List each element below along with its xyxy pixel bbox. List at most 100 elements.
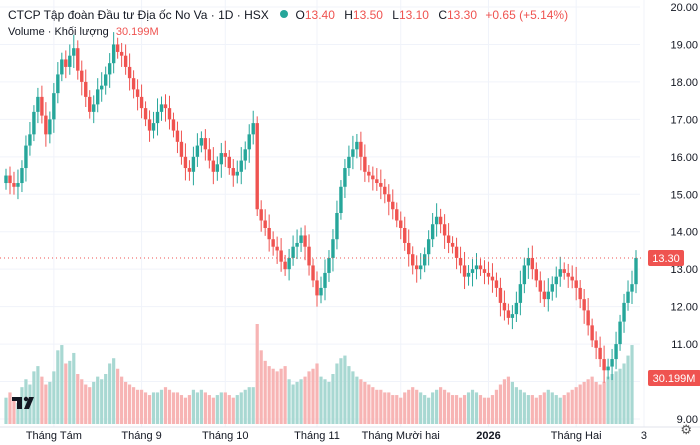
candle-body bbox=[594, 340, 598, 348]
candle-body bbox=[80, 70, 84, 82]
volume-bar bbox=[64, 363, 68, 424]
candle-body bbox=[175, 130, 180, 142]
volume-bar bbox=[163, 387, 168, 424]
candle-body bbox=[263, 220, 267, 228]
candle-body bbox=[351, 149, 355, 157]
volume-bar bbox=[255, 324, 259, 424]
volume-bar bbox=[574, 387, 578, 424]
volume-bar bbox=[375, 389, 379, 424]
candle-body bbox=[68, 55, 72, 67]
candle-body bbox=[211, 160, 216, 172]
volume-bar bbox=[203, 392, 207, 424]
volume-bar bbox=[454, 395, 459, 424]
candle-body bbox=[630, 284, 634, 292]
volume-bar bbox=[435, 389, 439, 424]
candle-body bbox=[191, 156, 196, 172]
volume-bar bbox=[151, 392, 156, 424]
candle-body bbox=[76, 48, 80, 71]
volume-bar bbox=[478, 395, 483, 424]
volume-bar bbox=[343, 355, 347, 424]
candle-body bbox=[458, 257, 463, 266]
volume-bar bbox=[155, 392, 160, 424]
candle-body bbox=[526, 257, 531, 266]
symbol-title: CTCP Tập đoàn Đầu tư Địa ốc No Va · 1D ·… bbox=[8, 8, 269, 22]
volume-bar bbox=[48, 381, 52, 424]
volume-bar bbox=[486, 397, 491, 424]
volume-bar bbox=[60, 345, 64, 424]
candle-body bbox=[111, 44, 116, 64]
candle-body bbox=[335, 213, 339, 240]
volume-bar bbox=[538, 395, 542, 424]
volume-bar bbox=[534, 397, 538, 424]
candle-body bbox=[171, 119, 176, 131]
candle-body bbox=[498, 287, 503, 303]
volume-bar bbox=[131, 387, 136, 424]
candle-body bbox=[426, 239, 431, 255]
volume-bar bbox=[92, 381, 96, 424]
volume-bar bbox=[506, 376, 511, 424]
volume-bar bbox=[319, 376, 323, 424]
candle-body bbox=[510, 314, 515, 318]
volume-bar bbox=[327, 381, 331, 424]
candle-body bbox=[530, 257, 535, 270]
volume-bar bbox=[466, 392, 471, 424]
time-tick-label: Tháng 9 bbox=[121, 430, 161, 442]
candle-body bbox=[279, 250, 283, 262]
candle-body bbox=[92, 104, 96, 112]
gear-icon[interactable]: ⚙ bbox=[680, 422, 692, 437]
volume-bar bbox=[383, 392, 387, 424]
open-label: O bbox=[295, 8, 305, 22]
close-value: 13.30 bbox=[447, 8, 478, 22]
volume-bar bbox=[16, 402, 20, 424]
volume-bar bbox=[582, 381, 586, 424]
volume-bar bbox=[474, 392, 479, 424]
volume-bar bbox=[423, 395, 427, 424]
candle-body bbox=[183, 156, 188, 169]
volume-bar bbox=[76, 374, 80, 424]
candle-body bbox=[319, 287, 323, 296]
volume-bar bbox=[56, 350, 60, 424]
volume-bar bbox=[36, 366, 40, 424]
volume-bar bbox=[271, 368, 275, 424]
low-label: L bbox=[392, 8, 399, 22]
volume-bar bbox=[498, 384, 503, 424]
price-tick-label: 11.00 bbox=[671, 339, 698, 351]
volume-bar bbox=[175, 392, 180, 424]
candle-body bbox=[438, 216, 443, 225]
volume-bar bbox=[215, 395, 219, 424]
volume-bar bbox=[307, 371, 311, 424]
candle-body bbox=[135, 89, 140, 97]
candle-body bbox=[20, 168, 24, 184]
volume-bar bbox=[323, 379, 327, 424]
volume-bar bbox=[108, 363, 112, 424]
candle-body bbox=[434, 216, 439, 225]
volume-bar bbox=[379, 389, 383, 424]
volume-bar bbox=[32, 371, 36, 424]
candle-body bbox=[8, 175, 12, 184]
candle-body bbox=[462, 265, 467, 277]
tradingview-logo-icon[interactable] bbox=[10, 394, 40, 412]
candle-body bbox=[331, 239, 335, 258]
close-label: C bbox=[438, 8, 447, 22]
volume-bar bbox=[283, 366, 287, 424]
volume-bar bbox=[395, 395, 399, 424]
volume-bar bbox=[251, 387, 255, 424]
candle-body bbox=[247, 134, 251, 150]
volume-label: Volume · Khối lượng bbox=[8, 26, 109, 38]
low-value: 13.10 bbox=[398, 8, 429, 22]
volume-bar bbox=[510, 381, 514, 424]
volume-bar bbox=[347, 366, 351, 424]
candle-body bbox=[371, 175, 375, 180]
candle-body bbox=[450, 242, 455, 247]
volume-bar bbox=[104, 374, 108, 424]
volume-bar bbox=[231, 397, 235, 424]
volume-bar bbox=[88, 387, 92, 424]
candle-body bbox=[470, 269, 475, 273]
volume-bar bbox=[207, 395, 211, 424]
volume-bar bbox=[618, 368, 622, 424]
volume-bar bbox=[546, 389, 550, 424]
volume-bar bbox=[331, 374, 335, 424]
time-tick-label: Tháng Hai bbox=[551, 430, 602, 442]
candle-body bbox=[303, 235, 307, 247]
